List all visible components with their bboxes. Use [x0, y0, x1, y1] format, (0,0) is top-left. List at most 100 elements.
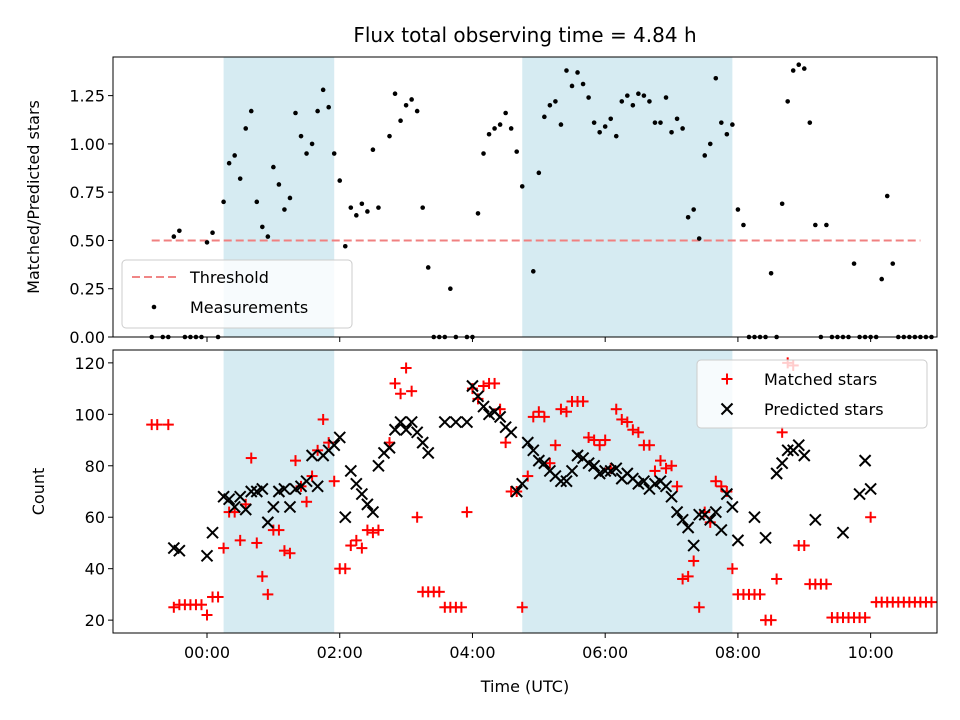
matched-star-point: [339, 563, 351, 575]
measurement-point: [602, 124, 608, 129]
measurement-point: [204, 240, 210, 245]
predicted-star-point: [422, 446, 435, 460]
measurement-point: [680, 126, 685, 131]
measurement-point: [724, 131, 730, 137]
predicted-star-point: [366, 505, 380, 519]
matched-star-point: [632, 426, 644, 438]
top-panel: 0.00 0.25 0.50 0.75 1.00 1.25 Flux total obse…: [24, 23, 938, 347]
measurement-point: [879, 276, 884, 282]
matched-star-point: [771, 573, 783, 585]
predicted-star-point: [206, 526, 219, 539]
y-tick-label: 100: [74, 405, 105, 424]
predicted-star-point: [610, 462, 623, 475]
matched-star-point: [560, 406, 572, 418]
measurement-point: [796, 62, 802, 68]
matched-star-point: [859, 612, 871, 624]
measurement-point: [315, 108, 320, 114]
predicted-star-point: [261, 516, 275, 529]
predicted-star-point: [858, 454, 872, 467]
legend-measurements-label: Measurements: [190, 298, 308, 317]
measurement-point: [636, 91, 641, 96]
predicted-star-point: [676, 513, 689, 527]
matched-star-point: [693, 601, 705, 613]
measurement-point: [387, 133, 392, 139]
predicted-star-point: [759, 531, 772, 545]
measurement-point: [514, 149, 520, 154]
predicted-star-point: [720, 487, 734, 501]
predicted-star-point: [388, 423, 402, 436]
bottom-panel: 20 40 60 80 100 120 00:00 02:00 04:00 06:00 08:00…: [29, 349, 938, 696]
predicted-star-point: [731, 534, 745, 547]
predicted-star-point: [538, 456, 551, 470]
matched-star-point: [549, 439, 561, 451]
matched-star-point: [516, 601, 528, 613]
predicted-star-point: [399, 423, 413, 436]
matched-star-point: [218, 542, 230, 554]
matched-star-point: [234, 534, 246, 546]
measurement-point: [813, 222, 818, 228]
measurement-point: [359, 201, 365, 207]
y-tick-label: 1.25: [69, 87, 105, 106]
measurement-point: [475, 211, 481, 216]
bottom-y-axis-label: Count: [29, 468, 48, 516]
predicted-star-point: [466, 379, 479, 393]
matched-star-point: [317, 413, 329, 425]
measurement-point: [630, 102, 636, 108]
predicted-star-point: [659, 480, 673, 493]
predicted-star-point: [687, 539, 700, 552]
predicted-star-point: [504, 426, 518, 439]
matched-star-point: [367, 527, 379, 539]
predicted-star-point: [278, 482, 291, 496]
measurement-point: [597, 130, 602, 135]
predicted-star-point: [339, 511, 352, 524]
measurement-point: [348, 205, 354, 210]
matched-star-point: [240, 498, 252, 510]
predicted-star-point: [510, 485, 523, 498]
predicted-star-point: [726, 500, 739, 514]
measurement-point: [420, 205, 425, 210]
measurement-point: [221, 199, 226, 205]
matched-stars-points: [146, 357, 937, 626]
matched-star-point: [151, 419, 163, 431]
measurement-point: [674, 116, 680, 122]
measurement-point: [619, 99, 625, 104]
matched-star-point: [461, 506, 473, 518]
predicted-star-point: [383, 441, 396, 454]
measurement-point: [608, 116, 614, 122]
x-axis-label: Time (UTC): [480, 677, 569, 696]
measurement-point: [486, 131, 492, 137]
predicted-star-point: [775, 456, 789, 470]
matched-star-point: [594, 439, 606, 451]
y-tick-label: 0.00: [69, 328, 105, 347]
y-tick-label: 20: [85, 611, 105, 630]
matched-star-point: [245, 452, 257, 464]
matched-star-point: [433, 586, 445, 598]
measurements-points: [149, 62, 934, 340]
matched-star-point: [361, 524, 373, 536]
predicted-star-point: [305, 449, 319, 462]
matched-star-point: [710, 475, 722, 487]
matched-star-point: [754, 588, 766, 600]
predicted-star-point: [598, 464, 612, 478]
measurement-point: [448, 286, 453, 292]
measurement-point: [298, 133, 304, 139]
predicted-star-point: [516, 477, 529, 490]
measurement-point: [801, 66, 807, 71]
matched-star-point: [389, 377, 401, 389]
measurement-point: [652, 120, 658, 125]
matched-star-point: [273, 524, 285, 536]
predicted-star-point: [692, 508, 706, 521]
top-shaded-intervals: [223, 57, 733, 337]
measurement-point: [243, 126, 249, 131]
predicted-star-point: [471, 390, 485, 403]
matched-star-point: [500, 437, 512, 449]
predicted-star-point: [350, 477, 363, 490]
bottom-x-ticks: 00:00 02:00 04:00 06:00 08:00 10:00: [184, 633, 894, 662]
measurement-point: [658, 120, 663, 125]
matched-star-point: [350, 534, 362, 546]
measurement-point: [569, 83, 575, 89]
predicted-star-point: [493, 410, 507, 424]
measurement-point: [309, 141, 315, 147]
legend-predicted-label: Predicted stars: [764, 400, 884, 419]
y-tick-label: 120: [74, 354, 105, 373]
